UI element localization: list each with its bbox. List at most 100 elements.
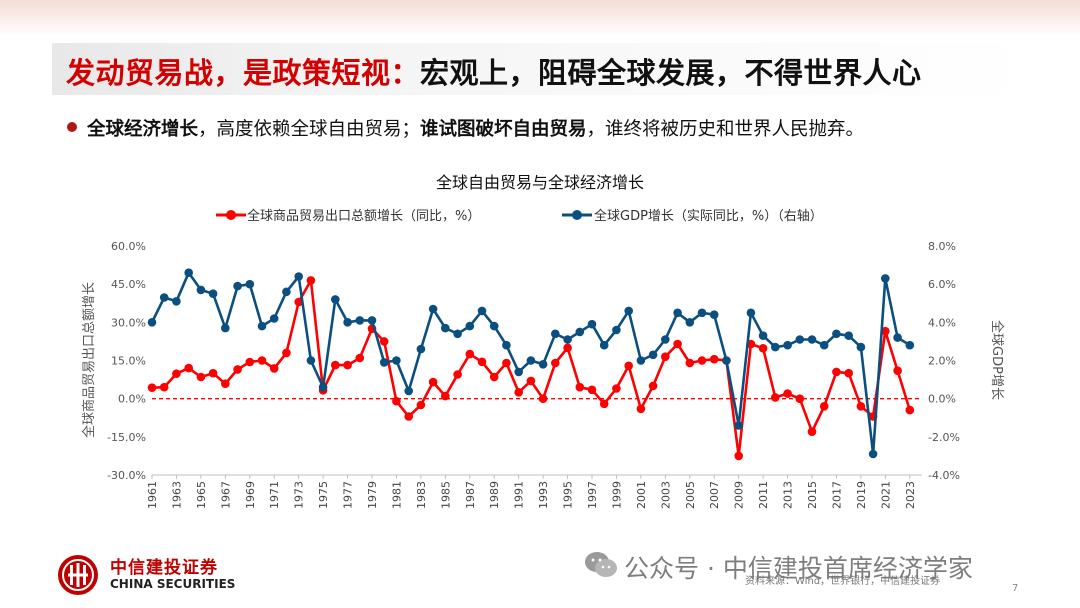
data-point-gdp [208,289,218,299]
data-point-gdp [563,335,572,344]
bullet-text-1: ，高度依赖全球自由贸易； [198,119,421,140]
x-tick-label: 1967 [219,481,232,509]
title-banner [52,43,1028,95]
x-tick-label: 2019 [855,481,868,509]
data-point-trade [587,385,597,395]
data-point-gdp [318,382,328,392]
x-tick-label: 1983 [415,481,428,509]
data-point-gdp [355,316,365,325]
legend-marker-gdp [572,210,582,220]
plot-area: 60.0% 45.0% 30.0% 15.0% 0.0% -15.0% -30.0% 8.0%… [107,240,960,509]
data-point-gdp [379,358,389,367]
data-point-trade [673,339,682,349]
data-point-trade [856,402,866,411]
legend-marker-trade [226,210,236,220]
data-point-gdp [392,356,401,365]
data-point-trade [489,372,499,382]
data-point-gdp [905,340,915,350]
data-point-trade [282,348,291,358]
data-point-trade [893,366,902,376]
data-point-trade [661,352,670,362]
data-point-gdp [612,325,621,335]
data-point-gdp [722,356,731,365]
right-tick-label: 2.0% [928,355,956,368]
x-tick-label: 1977 [342,481,355,509]
x-tick-label: 1999 [610,481,623,509]
data-point-gdp [416,344,426,354]
data-point-trade [343,360,352,370]
x-tick-label: 2021 [879,481,892,509]
data-point-trade [502,358,511,368]
data-point-trade [832,367,841,377]
page-title: 发动贸易战，是政策短视：宏观上，阻碍全球发展，不得世界人心 [66,50,922,92]
data-point-gdp [441,323,450,333]
data-point-gdp [147,318,157,327]
data-point-gdp [269,314,279,323]
right-tick-label: 6.0% [928,278,956,291]
x-tick-label: 2015 [806,481,819,509]
data-point-trade [758,344,768,353]
x-tick-label: 2001 [635,481,648,509]
x-tick-label: 2009 [733,481,746,509]
data-point-trade [428,377,438,387]
china-securities-logo-icon [58,555,98,595]
data-point-gdp [746,308,756,318]
data-point-gdp [893,333,902,342]
data-point-trade [233,365,242,374]
data-point-gdp [575,327,585,337]
data-point-gdp [294,272,304,281]
data-point-gdp [367,316,377,325]
data-point-trade [636,404,646,414]
data-point-trade [514,388,523,397]
data-point-gdp [624,306,633,316]
x-tick-label: 1971 [268,481,281,509]
left-tick-label: -15.0% [107,431,146,444]
data-point-trade [465,349,475,359]
data-point-trade [905,405,915,415]
data-point-gdp [159,293,169,302]
bullet-text-2: ，谁终将被历史和世界人民抛弃。 [586,119,865,140]
right-tick-label: -2.0% [928,431,960,444]
data-point-gdp [502,340,511,350]
x-tick-label: 1991 [513,481,526,509]
data-point-trade [257,356,267,365]
data-point-gdp [661,335,670,344]
data-point-gdp [771,342,780,352]
data-point-trade [245,357,255,367]
data-point-trade [819,402,829,411]
data-point-gdp [819,340,829,350]
data-point-trade [551,358,560,368]
data-point-trade [624,361,633,371]
page-title-black: 宏观上，阻碍全球发展，不得世界人心 [420,56,922,90]
left-tick-label: -30.0% [107,469,146,482]
bullet-dot [67,122,77,132]
data-point-gdp [795,335,805,344]
data-point-trade [881,326,890,336]
left-tick-label: 60.0% [111,240,146,253]
data-point-trade [783,389,792,398]
brand-name-cn: 中信建投证券 [110,558,218,578]
watermark: 公众号 · 中信建投首席经济学家 [624,554,973,583]
data-point-gdp [343,318,352,327]
page-number: 7 [1012,583,1019,594]
data-point-gdp [172,297,181,306]
x-tick-label: 1985 [439,481,452,509]
x-tick-label: 1973 [293,481,306,509]
data-point-gdp [856,342,866,352]
data-point-gdp [245,279,255,289]
x-tick-label: 1997 [586,481,599,509]
data-point-gdp [453,329,462,339]
data-point-gdp [538,360,548,369]
right-tick-label: -4.0% [928,469,960,482]
x-tick-label: 1969 [244,481,257,509]
wechat-icon [585,552,617,577]
data-point-gdp [551,329,560,339]
bullet-bold-1: 全球经济增长 [87,119,199,140]
x-tick-label: 1961 [146,481,159,509]
data-point-gdp [196,285,206,295]
x-tick-label: 2023 [904,481,917,509]
data-point-trade [184,363,193,373]
series-line-trade [151,279,912,458]
x-tick-label: 2013 [782,481,795,509]
